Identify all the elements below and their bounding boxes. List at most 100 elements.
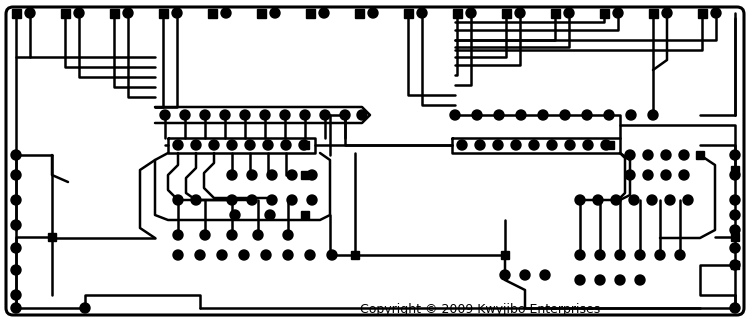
Bar [256, 8, 265, 18]
Circle shape [635, 250, 645, 260]
Circle shape [730, 150, 740, 160]
Circle shape [629, 195, 639, 205]
Circle shape [635, 275, 645, 285]
Bar [606, 141, 614, 149]
Circle shape [643, 170, 653, 180]
Circle shape [221, 8, 231, 18]
Circle shape [611, 195, 621, 205]
Bar [649, 8, 658, 18]
Circle shape [547, 140, 557, 150]
Bar [696, 151, 704, 159]
Circle shape [265, 210, 275, 220]
Circle shape [247, 170, 257, 180]
Circle shape [267, 170, 277, 180]
Circle shape [730, 260, 740, 270]
Circle shape [626, 110, 636, 120]
Circle shape [625, 150, 635, 160]
Circle shape [180, 110, 190, 120]
Circle shape [516, 110, 526, 120]
Circle shape [679, 150, 689, 160]
Circle shape [191, 140, 201, 150]
Bar [698, 8, 706, 18]
Circle shape [711, 8, 721, 18]
Circle shape [340, 110, 350, 120]
Circle shape [450, 110, 460, 120]
Bar [208, 8, 217, 18]
Circle shape [730, 210, 740, 220]
Circle shape [529, 140, 539, 150]
Circle shape [80, 303, 90, 313]
Circle shape [191, 195, 201, 205]
Circle shape [613, 8, 623, 18]
Circle shape [74, 8, 84, 18]
Circle shape [307, 170, 317, 180]
Circle shape [227, 195, 237, 205]
Circle shape [643, 150, 653, 160]
Circle shape [500, 270, 510, 280]
Bar [110, 8, 118, 18]
Circle shape [270, 8, 280, 18]
Bar [550, 8, 560, 18]
Circle shape [520, 270, 530, 280]
Bar [158, 8, 167, 18]
Circle shape [472, 110, 482, 120]
Circle shape [300, 110, 310, 120]
Circle shape [560, 110, 570, 120]
Circle shape [683, 195, 693, 205]
Circle shape [511, 140, 521, 150]
Bar [301, 141, 309, 149]
Circle shape [220, 110, 230, 120]
Circle shape [25, 8, 35, 18]
Circle shape [11, 303, 21, 313]
Circle shape [230, 210, 240, 220]
Circle shape [172, 8, 182, 18]
Circle shape [319, 8, 329, 18]
Circle shape [320, 110, 330, 120]
Circle shape [625, 170, 635, 180]
Circle shape [665, 195, 675, 205]
Circle shape [540, 270, 550, 280]
Circle shape [261, 250, 271, 260]
Circle shape [661, 150, 671, 160]
Circle shape [327, 250, 337, 260]
Bar [301, 211, 309, 219]
Circle shape [11, 290, 21, 300]
Circle shape [661, 170, 671, 180]
Circle shape [730, 225, 740, 235]
Circle shape [287, 195, 297, 205]
Circle shape [173, 140, 183, 150]
Circle shape [11, 243, 21, 253]
Circle shape [11, 150, 21, 160]
Circle shape [593, 195, 603, 205]
Circle shape [615, 250, 625, 260]
Circle shape [655, 250, 665, 260]
Bar [599, 8, 608, 18]
Circle shape [307, 195, 317, 205]
Circle shape [466, 8, 476, 18]
Circle shape [595, 250, 605, 260]
Bar [351, 251, 359, 259]
Bar [61, 8, 70, 18]
Circle shape [564, 8, 574, 18]
Circle shape [538, 110, 548, 120]
Bar [48, 233, 56, 241]
Circle shape [200, 230, 210, 240]
Bar [355, 8, 364, 18]
Circle shape [267, 195, 277, 205]
Circle shape [123, 8, 133, 18]
Circle shape [305, 250, 315, 260]
Circle shape [227, 140, 237, 150]
Circle shape [11, 170, 21, 180]
Circle shape [253, 230, 263, 240]
Circle shape [647, 195, 657, 205]
Circle shape [475, 140, 485, 150]
Circle shape [227, 230, 237, 240]
Circle shape [200, 110, 210, 120]
Circle shape [260, 110, 270, 120]
Circle shape [11, 195, 21, 205]
Circle shape [582, 110, 592, 120]
Circle shape [280, 110, 290, 120]
Circle shape [457, 140, 467, 150]
Circle shape [240, 110, 250, 120]
Circle shape [283, 230, 293, 240]
